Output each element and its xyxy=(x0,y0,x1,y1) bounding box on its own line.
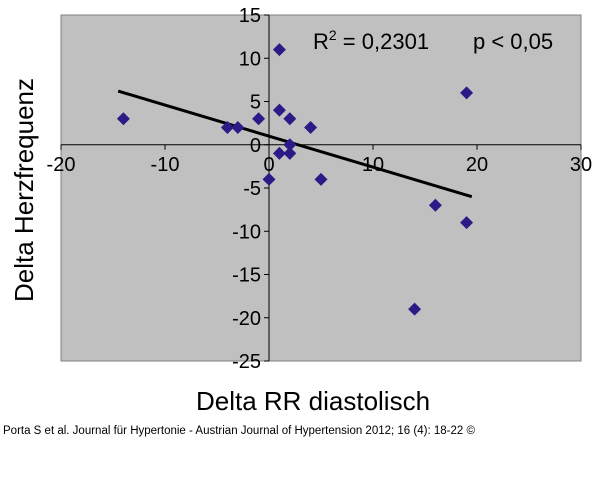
x-tick-label: 0 xyxy=(263,154,274,176)
y-tick-label: -25 xyxy=(232,351,261,373)
y-axis xyxy=(264,14,270,362)
y-tick-label: -20 xyxy=(232,308,261,330)
data-point xyxy=(272,43,286,57)
y-tick-label: 5 xyxy=(250,92,261,114)
x-tick-label: -20 xyxy=(47,154,76,176)
x-tick-label: 30 xyxy=(570,154,592,176)
data-point xyxy=(252,112,266,126)
data-point xyxy=(220,120,234,134)
y-tick-label: 10 xyxy=(239,48,261,70)
data-point xyxy=(283,112,297,126)
x-tick-label: 20 xyxy=(466,154,488,176)
r-value: = 0,2301 xyxy=(337,29,429,54)
y-tick-labels: 15 10 5 0 -5 -10 -15 -20 -25 xyxy=(232,5,261,373)
r-superscript: 2 xyxy=(329,27,337,43)
data-point xyxy=(460,86,474,100)
data-point xyxy=(304,120,318,134)
citation: Porta S et al. Journal für Hypertonie - … xyxy=(3,425,475,437)
y-tick-label: 0 xyxy=(250,135,261,157)
y-axis-title: Delta Herzfrequenz xyxy=(9,78,39,302)
data-point xyxy=(272,146,286,160)
data-point xyxy=(231,120,245,134)
data-point xyxy=(272,103,286,117)
data-point xyxy=(460,216,474,230)
p-value-annotation: p < 0,05 xyxy=(473,29,553,54)
data-point xyxy=(314,172,328,186)
y-tick-label: -5 xyxy=(243,178,261,200)
data-points xyxy=(116,43,474,316)
y-tick-label: 15 xyxy=(239,5,261,27)
data-point xyxy=(428,198,442,212)
data-point xyxy=(116,112,130,126)
x-axis-title: Delta RR diastolisch xyxy=(196,386,430,416)
data-point xyxy=(283,146,297,160)
y-tick-label: -10 xyxy=(232,221,261,243)
y-tick-label: -15 xyxy=(232,265,261,287)
plot-area xyxy=(60,14,582,362)
data-point xyxy=(283,138,297,152)
data-point xyxy=(408,302,422,316)
data-point xyxy=(262,172,276,186)
x-tick-label: -10 xyxy=(151,154,180,176)
x-tick-labels: -20 -10 0 10 20 30 xyxy=(47,154,593,176)
r-label: R xyxy=(313,29,329,54)
x-axis xyxy=(60,144,582,150)
r-squared-annotation: R2 = 0,2301 xyxy=(313,27,429,54)
